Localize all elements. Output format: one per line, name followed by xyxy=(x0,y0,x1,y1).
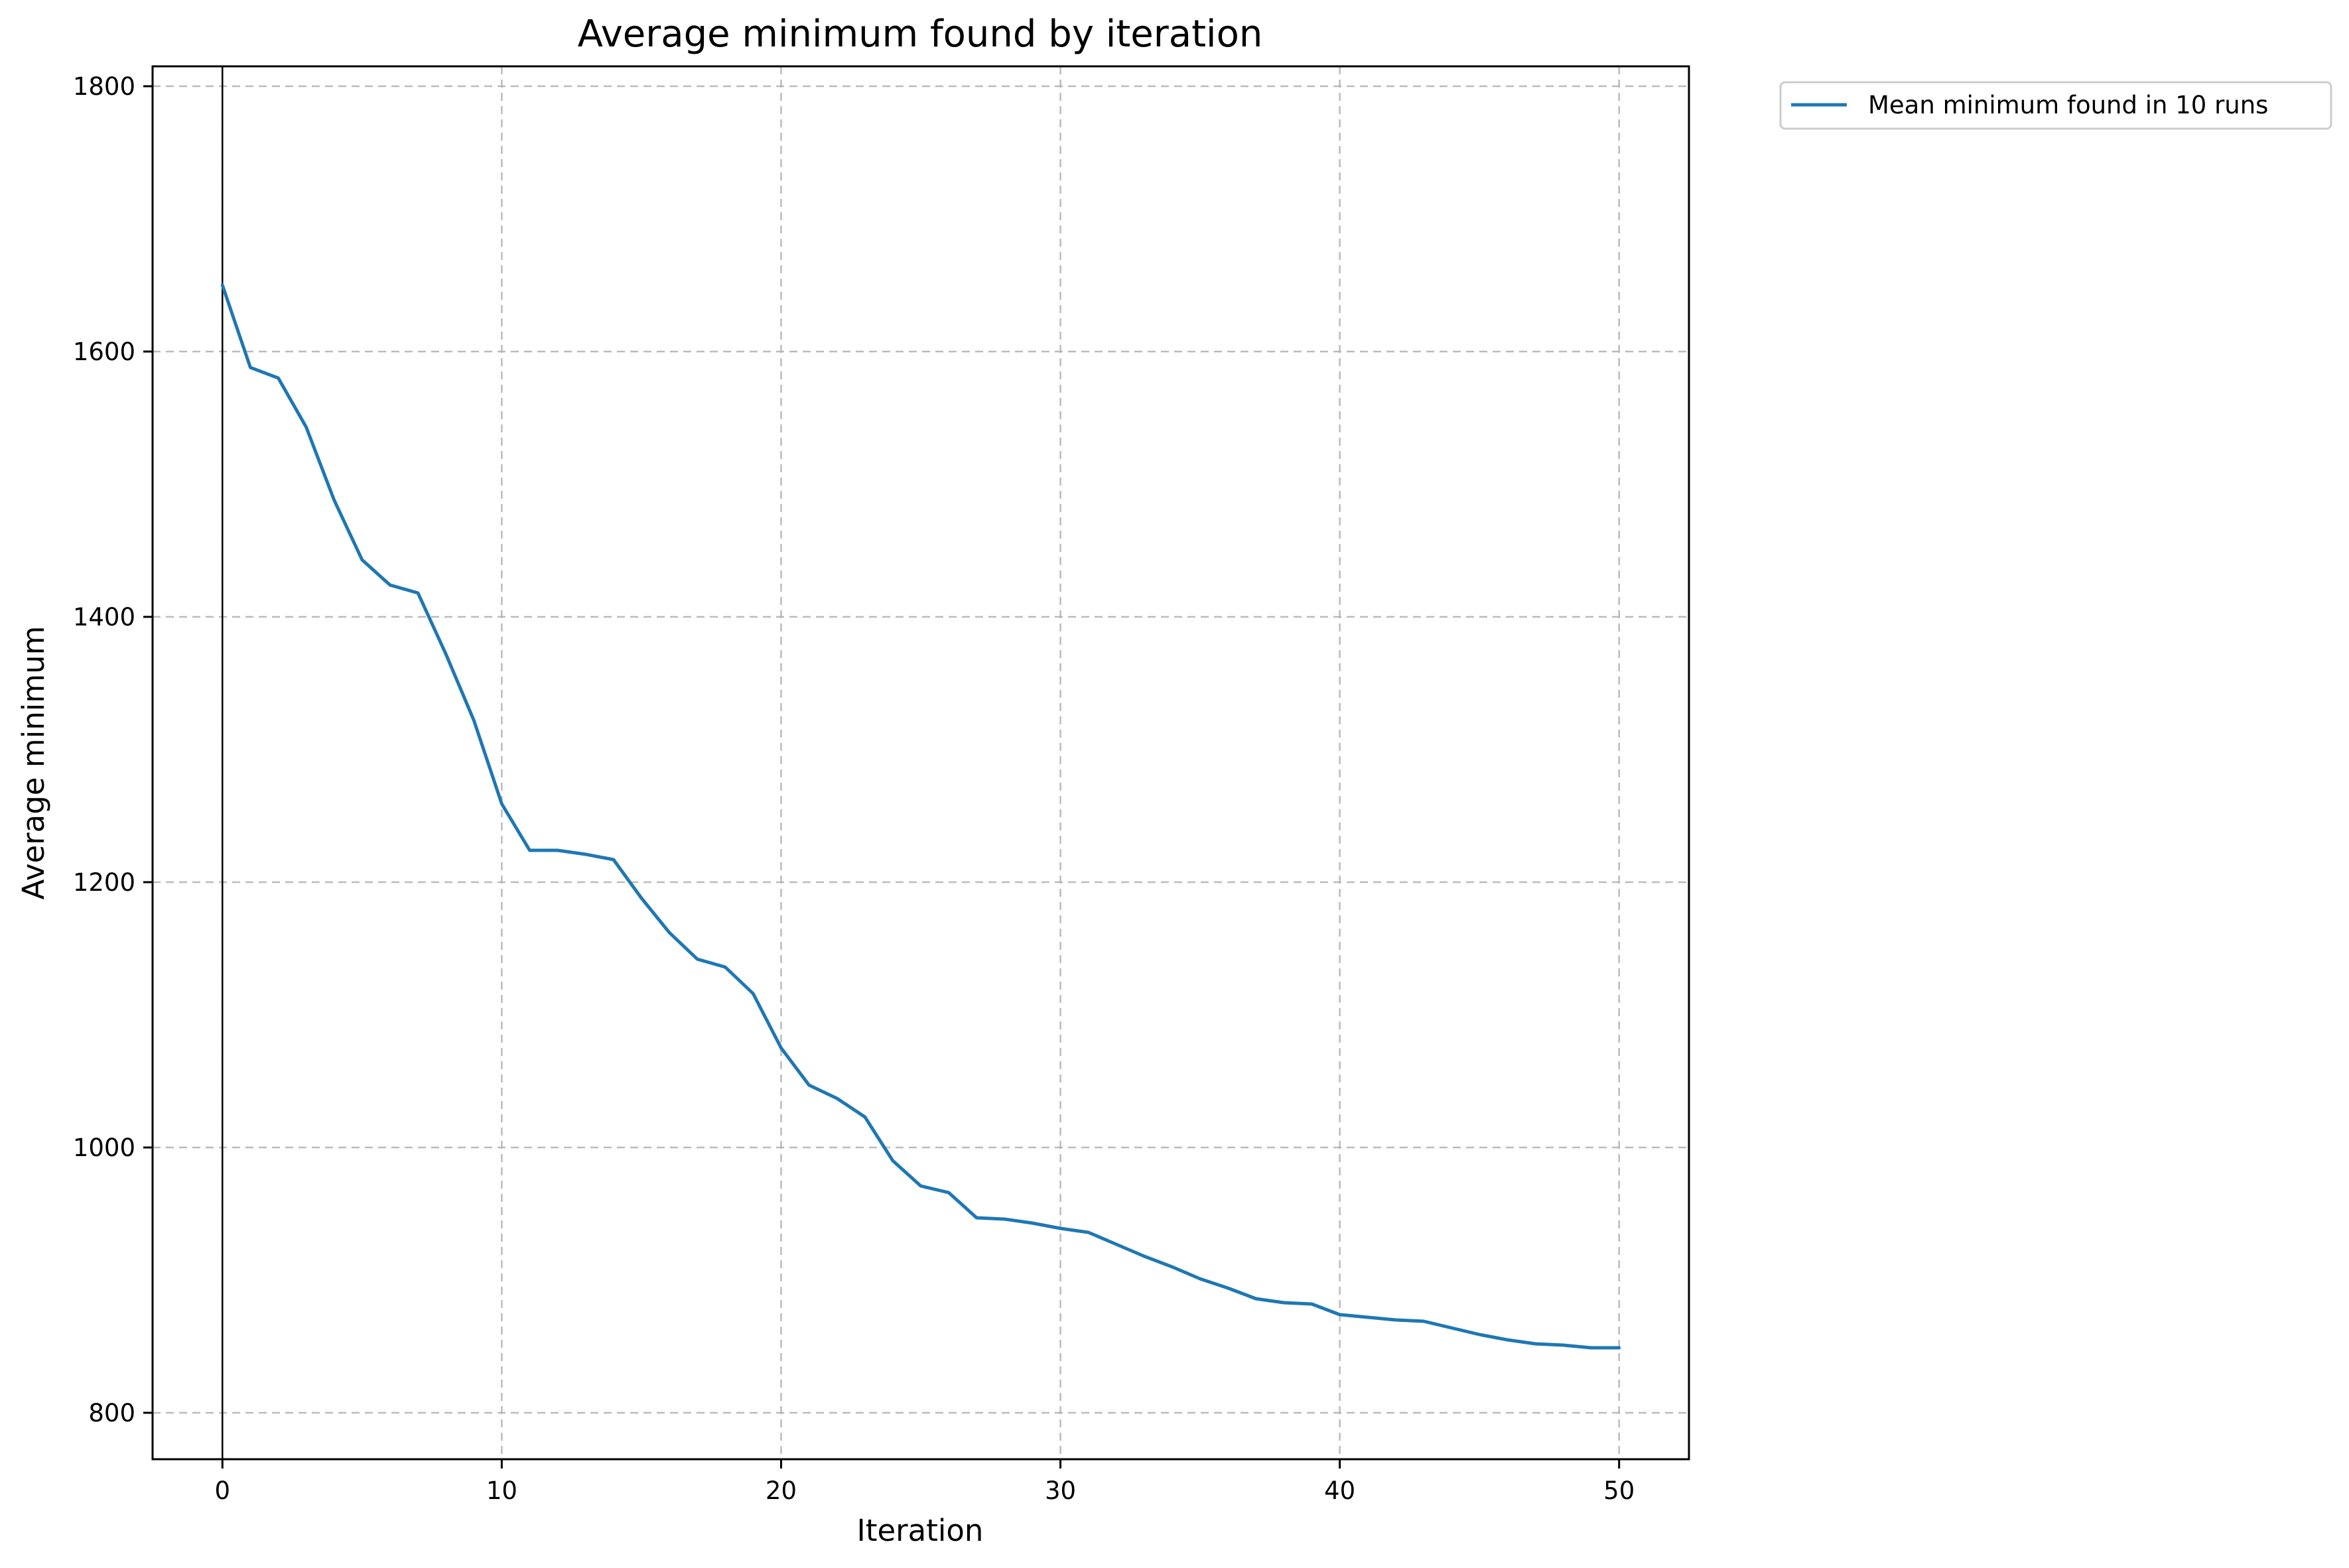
chart-title: Average minimum found by iteration xyxy=(578,13,1263,56)
data-point xyxy=(752,992,755,996)
data-point xyxy=(1254,1297,1258,1301)
data-point xyxy=(919,1185,923,1188)
y-axis-ticks: 800 1000 1200 1400 1600 1800 xyxy=(73,72,153,1427)
legend: Mean minimum found in 10 runs xyxy=(1779,81,2332,130)
data-point xyxy=(612,858,615,862)
x-axis-label: Iteration xyxy=(857,1513,984,1548)
data-point xyxy=(584,853,587,856)
data-point xyxy=(975,1216,978,1220)
data-point xyxy=(724,966,727,969)
data-point xyxy=(332,499,336,502)
data-point xyxy=(1031,1222,1034,1225)
data-point xyxy=(472,719,476,722)
y-tick-label: 1000 xyxy=(73,1134,135,1162)
data-point xyxy=(360,558,364,562)
plot-area-frame xyxy=(151,65,1690,1461)
data-point xyxy=(1310,1303,1313,1306)
data-point xyxy=(1003,1218,1006,1221)
data-point xyxy=(696,958,699,961)
data-point xyxy=(1589,1346,1593,1350)
data-point xyxy=(1114,1243,1118,1246)
data-point xyxy=(1506,1339,1509,1342)
data-point xyxy=(807,1084,811,1087)
data-point xyxy=(779,1047,783,1050)
data-point xyxy=(1142,1255,1146,1258)
data-point xyxy=(1338,1313,1341,1317)
data-point xyxy=(221,284,224,287)
data-point xyxy=(388,584,391,587)
y-tick-label: 1800 xyxy=(73,72,135,101)
x-tick-label: 0 xyxy=(214,1476,230,1505)
grid-lines xyxy=(153,66,1689,1459)
data-point xyxy=(444,653,448,656)
data-point xyxy=(1282,1301,1286,1305)
x-axis-ticks: 0 10 20 30 40 50 xyxy=(214,1459,1635,1505)
data-point xyxy=(1199,1277,1202,1281)
series-line xyxy=(220,283,1621,1350)
data-point xyxy=(863,1116,866,1119)
data-point xyxy=(1394,1319,1397,1322)
data-point xyxy=(249,366,252,369)
data-point xyxy=(277,377,280,380)
data-point xyxy=(1534,1342,1537,1346)
data-point xyxy=(1478,1333,1481,1337)
data-point xyxy=(1366,1316,1369,1319)
data-point xyxy=(1422,1320,1425,1323)
data-point xyxy=(500,803,503,806)
x-tick-label: 30 xyxy=(1045,1476,1076,1505)
data-point xyxy=(417,592,420,595)
data-point xyxy=(668,931,671,935)
y-tick-label: 1200 xyxy=(73,868,135,897)
data-point xyxy=(304,426,308,429)
data-point xyxy=(1562,1344,1565,1347)
data-point xyxy=(891,1159,894,1163)
x-tick-label: 40 xyxy=(1324,1476,1355,1505)
data-point xyxy=(528,849,531,852)
data-point xyxy=(835,1097,839,1100)
data-point xyxy=(1450,1327,1453,1330)
data-point xyxy=(639,897,643,900)
data-point xyxy=(1617,1346,1621,1350)
data-point xyxy=(947,1191,951,1195)
x-tick-label: 50 xyxy=(1603,1476,1635,1505)
data-point xyxy=(556,849,559,852)
data-point xyxy=(1087,1231,1090,1234)
x-tick-label: 20 xyxy=(766,1476,797,1505)
legend-label: Mean minimum found in 10 runs xyxy=(1868,91,2268,119)
data-point xyxy=(1059,1227,1062,1230)
y-tick-label: 1400 xyxy=(73,603,135,631)
x-tick-label: 10 xyxy=(486,1476,517,1505)
legend-box xyxy=(1779,81,2332,130)
y-tick-label: 800 xyxy=(88,1399,135,1427)
y-axis-label: Average minimum xyxy=(16,626,51,900)
series-layer xyxy=(220,283,1621,1350)
y-tick-label: 1600 xyxy=(73,338,135,366)
data-point xyxy=(1227,1287,1230,1290)
data-point xyxy=(1170,1266,1174,1269)
